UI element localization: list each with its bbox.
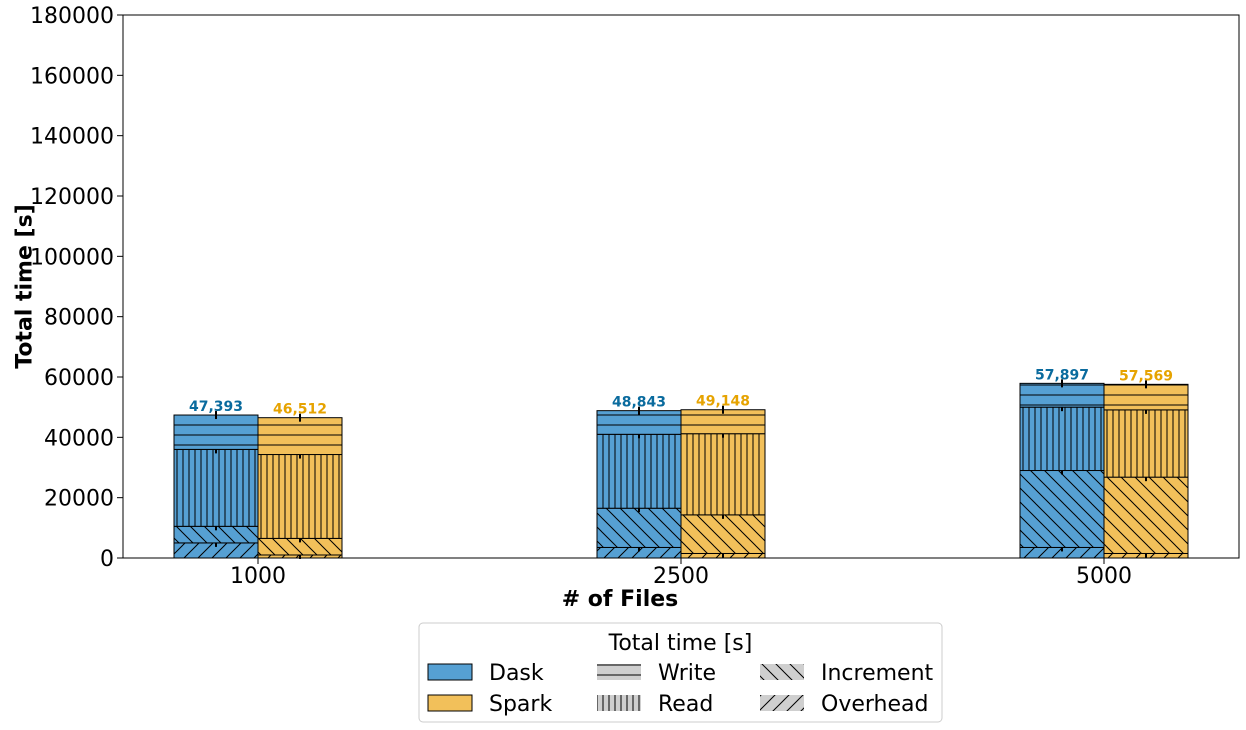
bar-hatch-dask-1000-read (173, 448, 259, 527)
y-tick-label: 20000 (44, 487, 114, 512)
legend-swatch-increment (760, 664, 804, 680)
plot-bars: 47,393 48,843 57,897 46,512 49,148 57,569 (173, 367, 1189, 559)
y-axis: 0 20000 40000 60000 80000 100000 120000 140000 1… (30, 4, 123, 572)
x-tick-label: 2500 (653, 564, 709, 589)
legend-label-read: Read (658, 692, 713, 717)
y-axis-title: Total time [s] (13, 204, 38, 369)
x-axis: 1000 2500 5000 (230, 558, 1132, 589)
legend-label-write: Write (658, 661, 716, 686)
x-tick-label: 5000 (1076, 564, 1132, 589)
legend-swatch-read (597, 695, 641, 711)
legend-label-increment: Increment (821, 661, 934, 686)
bar-hatch-dask-2500-read (596, 433, 682, 509)
y-tick-label: 60000 (44, 366, 114, 391)
bar-hatch-dask-2500-increment (596, 507, 682, 548)
legend-swatch-write (597, 664, 641, 680)
legend: Total time [s] Dask Spark Write Read Increme… (418, 622, 943, 723)
bar-hatch-dask-1000-write (173, 414, 259, 450)
bar-hatch-spark-1000-write (257, 417, 343, 456)
legend-label-overhead: Overhead (821, 692, 928, 717)
total-label-dask-5000: 57,897 (1035, 367, 1089, 383)
total-label-spark-5000: 57,569 (1119, 368, 1173, 384)
y-tick-label: 180000 (30, 4, 114, 29)
bar-hatch-dask-5000-read (1019, 406, 1105, 472)
legend-label-spark: Spark (489, 692, 552, 717)
bar-hatch-spark-5000-write (1103, 383, 1189, 411)
total-label-spark-1000: 46,512 (273, 402, 327, 418)
legend-swatch-spark (427, 694, 473, 712)
total-label-spark-2500: 49,148 (696, 394, 750, 410)
bar-hatch-spark-2500-increment (680, 514, 766, 554)
legend-swatch-dask (427, 663, 473, 681)
bar-hatch-spark-2500-read (680, 433, 766, 516)
legend-title: Total time [s] (608, 631, 753, 656)
total-label-dask-2500: 48,843 (612, 395, 666, 411)
bar-hatch-spark-5000-read (1103, 409, 1189, 478)
y-tick-label: 120000 (30, 185, 114, 210)
legend-label-dask: Dask (489, 661, 544, 686)
legend-swatch-overhead (760, 695, 804, 711)
y-tick-label: 80000 (44, 306, 114, 331)
y-tick-label: 0 (100, 547, 114, 572)
x-axis-title: # of Files (562, 587, 679, 612)
y-tick-label: 100000 (30, 245, 114, 270)
y-tick-label: 40000 (44, 426, 114, 451)
y-tick-label: 160000 (30, 64, 114, 89)
bar-hatch-dask-5000-increment (1019, 470, 1105, 548)
bar-hatch-spark-5000-increment (1103, 476, 1189, 554)
x-tick-label: 1000 (230, 564, 286, 589)
y-tick-label: 140000 (30, 125, 114, 150)
total-label-dask-1000: 47,393 (189, 399, 243, 415)
legend-box (418, 622, 943, 723)
bar-hatch-spark-1000-read (257, 454, 343, 539)
